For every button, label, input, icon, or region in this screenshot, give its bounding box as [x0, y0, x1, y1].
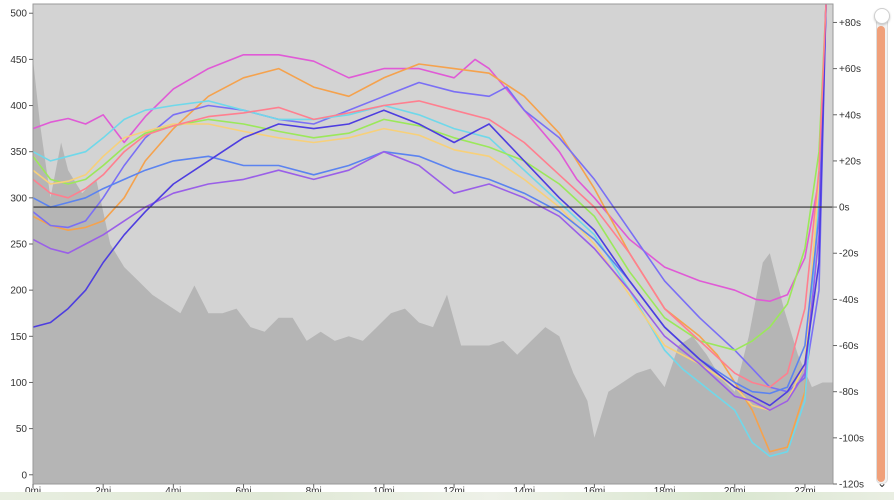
elevation-profile-area — [33, 59, 833, 485]
x-tick-label: 14mi — [513, 486, 535, 497]
left-tick-label: 0 — [21, 470, 27, 481]
left-tick-label: 350 — [10, 147, 27, 158]
map-preview-strip — [0, 492, 894, 500]
right-tick-label: -80s — [839, 387, 858, 398]
chevron-down-icon[interactable]: ⌄ — [876, 476, 888, 490]
right-tick-label: -60s — [839, 341, 858, 352]
series-line-3 — [32, 3, 827, 393]
left-tick-label: 400 — [10, 101, 27, 112]
scrollbar-handle[interactable] — [874, 8, 890, 24]
x-tick-label: 22mi — [794, 486, 816, 497]
left-tick-label: 50 — [16, 424, 28, 435]
series-line-4 — [32, 3, 827, 458]
series-line-10 — [32, 3, 827, 388]
right-tick-label: +60s — [839, 64, 861, 75]
series-line-5 — [32, 3, 827, 352]
series-line-1 — [32, 3, 827, 303]
left-tick-label: 200 — [10, 286, 27, 297]
x-tick-label: 12mi — [443, 486, 465, 497]
series-line-9 — [32, 3, 827, 407]
x-tick-label: 2mi — [95, 486, 111, 497]
series-line-2 — [32, 3, 827, 453]
right-y-axis: +80s +60s +40s +20s 0s -20s -40s -60s -80s -100s -… — [833, 18, 864, 491]
right-tick-label: -120s — [839, 480, 864, 491]
right-tick-label: +40s — [839, 110, 861, 121]
x-tick-label: 10mi — [373, 486, 395, 497]
series-line-6 — [32, 3, 827, 412]
right-tick-label: -20s — [839, 249, 858, 260]
left-tick-label: 250 — [10, 240, 27, 251]
series-line-7 — [32, 3, 827, 395]
right-tick-label: -40s — [839, 295, 858, 306]
left-tick-label: 100 — [10, 378, 27, 389]
left-tick-label: 500 — [10, 9, 27, 20]
right-tick-label: 0s — [839, 203, 850, 214]
series-layer — [32, 3, 827, 458]
x-tick-label: 20mi — [724, 486, 746, 497]
x-tick-label: 8mi — [306, 486, 322, 497]
x-tick-label: 6mi — [235, 486, 251, 497]
series-line-8 — [32, 3, 827, 412]
right-tick-label: +20s — [839, 156, 861, 167]
left-tick-label: 300 — [10, 193, 27, 204]
x-tick-label: 4mi — [165, 486, 181, 497]
vertical-scrollbar-thumb[interactable] — [877, 26, 885, 482]
left-y-axis: 0 50 100 150 200 250 300 350 400 450 500 — [10, 9, 33, 481]
left-tick-label: 450 — [10, 55, 27, 66]
right-tick-label: +80s — [839, 18, 861, 29]
x-tick-label: 0mi — [25, 486, 41, 497]
x-axis: 0mi 2mi 4mi 6mi 8mi 10mi 12mi 14mi 16mi 18mi 20mi 2… — [25, 484, 816, 497]
left-tick-label: 150 — [10, 332, 27, 343]
x-tick-label: 18mi — [654, 486, 676, 497]
x-tick-label: 16mi — [584, 486, 606, 497]
right-tick-label: -100s — [839, 433, 864, 444]
